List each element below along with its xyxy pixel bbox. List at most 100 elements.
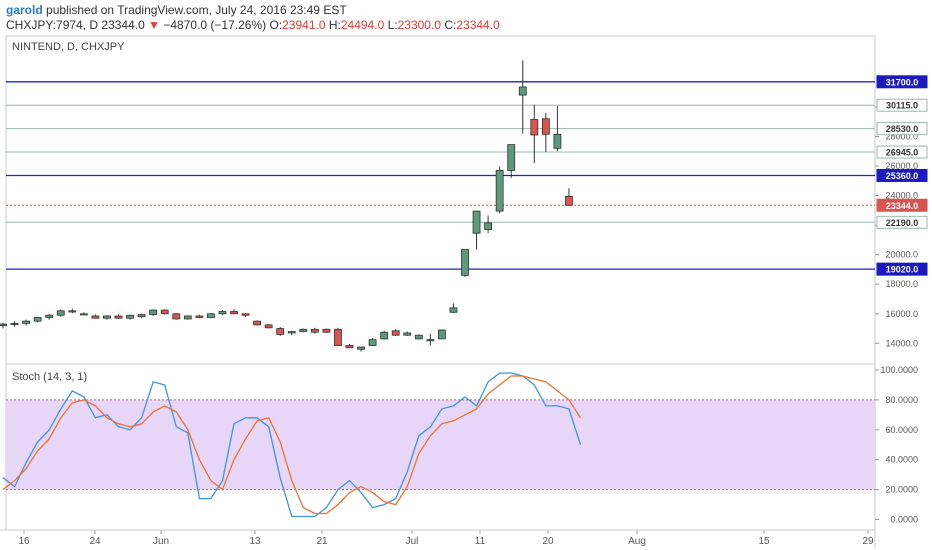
x-tick-label: Jun xyxy=(153,536,169,547)
x-tick-label: 16 xyxy=(18,536,30,547)
candle-up xyxy=(149,309,158,315)
stoch-tick-label: 20.0000 xyxy=(885,485,918,495)
candle-down xyxy=(345,345,354,349)
author-link[interactable]: garold xyxy=(6,3,43,17)
publish-text: published on TradingView.com, July 24, 2… xyxy=(46,3,347,17)
candle-up xyxy=(0,323,7,326)
x-tick-label: Aug xyxy=(628,536,646,547)
level-label-box xyxy=(876,168,928,182)
candle-down xyxy=(91,315,100,319)
stoch-tick-label: 80.0000 xyxy=(885,395,918,405)
stoch-tick-label: 100.0000 xyxy=(880,365,918,375)
x-tick-label: 24 xyxy=(89,536,101,547)
candle-down xyxy=(276,328,285,335)
candle-up xyxy=(414,334,423,340)
candle-down xyxy=(391,330,400,336)
price-tick-label: 18000.0 xyxy=(885,279,918,289)
candle-down xyxy=(68,310,77,313)
candle-up xyxy=(218,311,227,315)
close-value: 23344.0 xyxy=(456,18,500,32)
candle-up xyxy=(10,322,19,325)
x-tick-label: 21 xyxy=(316,536,328,547)
candle-up xyxy=(299,328,308,332)
level-label-box xyxy=(876,145,928,159)
candle-up xyxy=(449,307,458,313)
price-tick-label: 26000.0 xyxy=(885,161,918,171)
level-label-box xyxy=(876,262,928,276)
open-value: 23941.0 xyxy=(282,18,326,32)
stoch-d-line xyxy=(2,375,582,515)
candle-up xyxy=(368,339,377,346)
publish-info: garold published on TradingView.com, Jul… xyxy=(6,3,347,17)
low-label: L: xyxy=(387,18,398,32)
x-tick-label: 15 xyxy=(758,536,770,547)
symbol-label: CHXJPY:7974, D xyxy=(6,18,99,32)
price-pane-frame xyxy=(5,35,876,365)
price-tick-label: 28000.0 xyxy=(885,131,918,141)
level-label: 23344.0 xyxy=(886,201,919,211)
stoch-pane-title: Stoch (14, 3, 1) xyxy=(12,371,87,383)
candle-down xyxy=(253,320,262,326)
level-label: 25360.0 xyxy=(886,171,919,181)
candle-up xyxy=(137,314,146,318)
candle-up xyxy=(79,313,88,316)
candle-up xyxy=(426,339,435,342)
down-arrow-icon: ▼ xyxy=(148,18,161,32)
level-label-box xyxy=(876,198,928,212)
stoch-tick-label: 60.0000 xyxy=(885,425,918,435)
stoch-tick-label: 0.0000 xyxy=(890,515,918,525)
candle-up xyxy=(484,222,493,230)
x-tick-label: 13 xyxy=(249,536,261,547)
candle-down xyxy=(160,309,169,315)
candle-up xyxy=(437,329,446,340)
level-label: 30115.0 xyxy=(886,101,918,111)
stoch-tick-label: 40.0000 xyxy=(885,455,918,465)
candle-up xyxy=(22,320,31,324)
x-tick-label: Jul xyxy=(406,536,419,547)
level-label: 26945.0 xyxy=(886,148,919,158)
candle-up xyxy=(518,86,527,96)
x-tick-label: 20 xyxy=(542,536,554,547)
candle-up xyxy=(183,315,192,320)
candle-up xyxy=(56,310,65,316)
price-tick-label: 20000.0 xyxy=(885,250,918,260)
level-label: 28530.0 xyxy=(886,124,919,134)
price-tick-label: 16000.0 xyxy=(885,309,918,319)
candle-up xyxy=(126,314,134,319)
open-label: O: xyxy=(269,18,283,32)
high-label: H: xyxy=(328,18,341,32)
candle-down xyxy=(172,313,181,320)
price-tick-label: 24000.0 xyxy=(885,191,918,201)
x-tick-label: 29 xyxy=(862,536,874,547)
level-label: 19020.0 xyxy=(886,265,919,275)
price-pane-title: NINTEND, D, CHXJPY xyxy=(12,41,125,53)
level-label: 31700.0 xyxy=(886,77,919,87)
candle-up xyxy=(380,331,389,340)
candle-up xyxy=(103,315,111,319)
level-label-box xyxy=(876,98,928,112)
high-value: 24494.0 xyxy=(340,18,385,32)
stoch-band xyxy=(6,399,875,490)
level-label-box xyxy=(876,122,928,136)
candle-up xyxy=(206,313,215,318)
price-change: −4870.0 (−17.26%) xyxy=(163,18,267,32)
ohlc-summary: CHXJPY:7974, D 23344.0 ▼ −4870.0 (−17.26… xyxy=(6,18,500,32)
chart-header: garold published on TradingView.com, Jul… xyxy=(0,0,932,36)
low-value: 23300.0 xyxy=(397,18,441,32)
candle-down xyxy=(241,313,250,316)
stoch-k-line xyxy=(2,372,582,518)
x-tick-label: 11 xyxy=(475,536,486,547)
candle-down xyxy=(334,328,342,346)
candle-up xyxy=(45,314,54,318)
candle-up xyxy=(33,317,42,322)
candle-down xyxy=(264,324,273,329)
last-price: 23344.0 xyxy=(101,18,145,32)
candle-down xyxy=(230,311,238,315)
level-label-box xyxy=(876,215,928,229)
price-tick-label: 14000.0 xyxy=(885,338,918,348)
candle-down xyxy=(565,196,573,206)
candle-up xyxy=(495,170,504,212)
candle-down xyxy=(195,315,204,318)
candle-up xyxy=(507,144,516,171)
